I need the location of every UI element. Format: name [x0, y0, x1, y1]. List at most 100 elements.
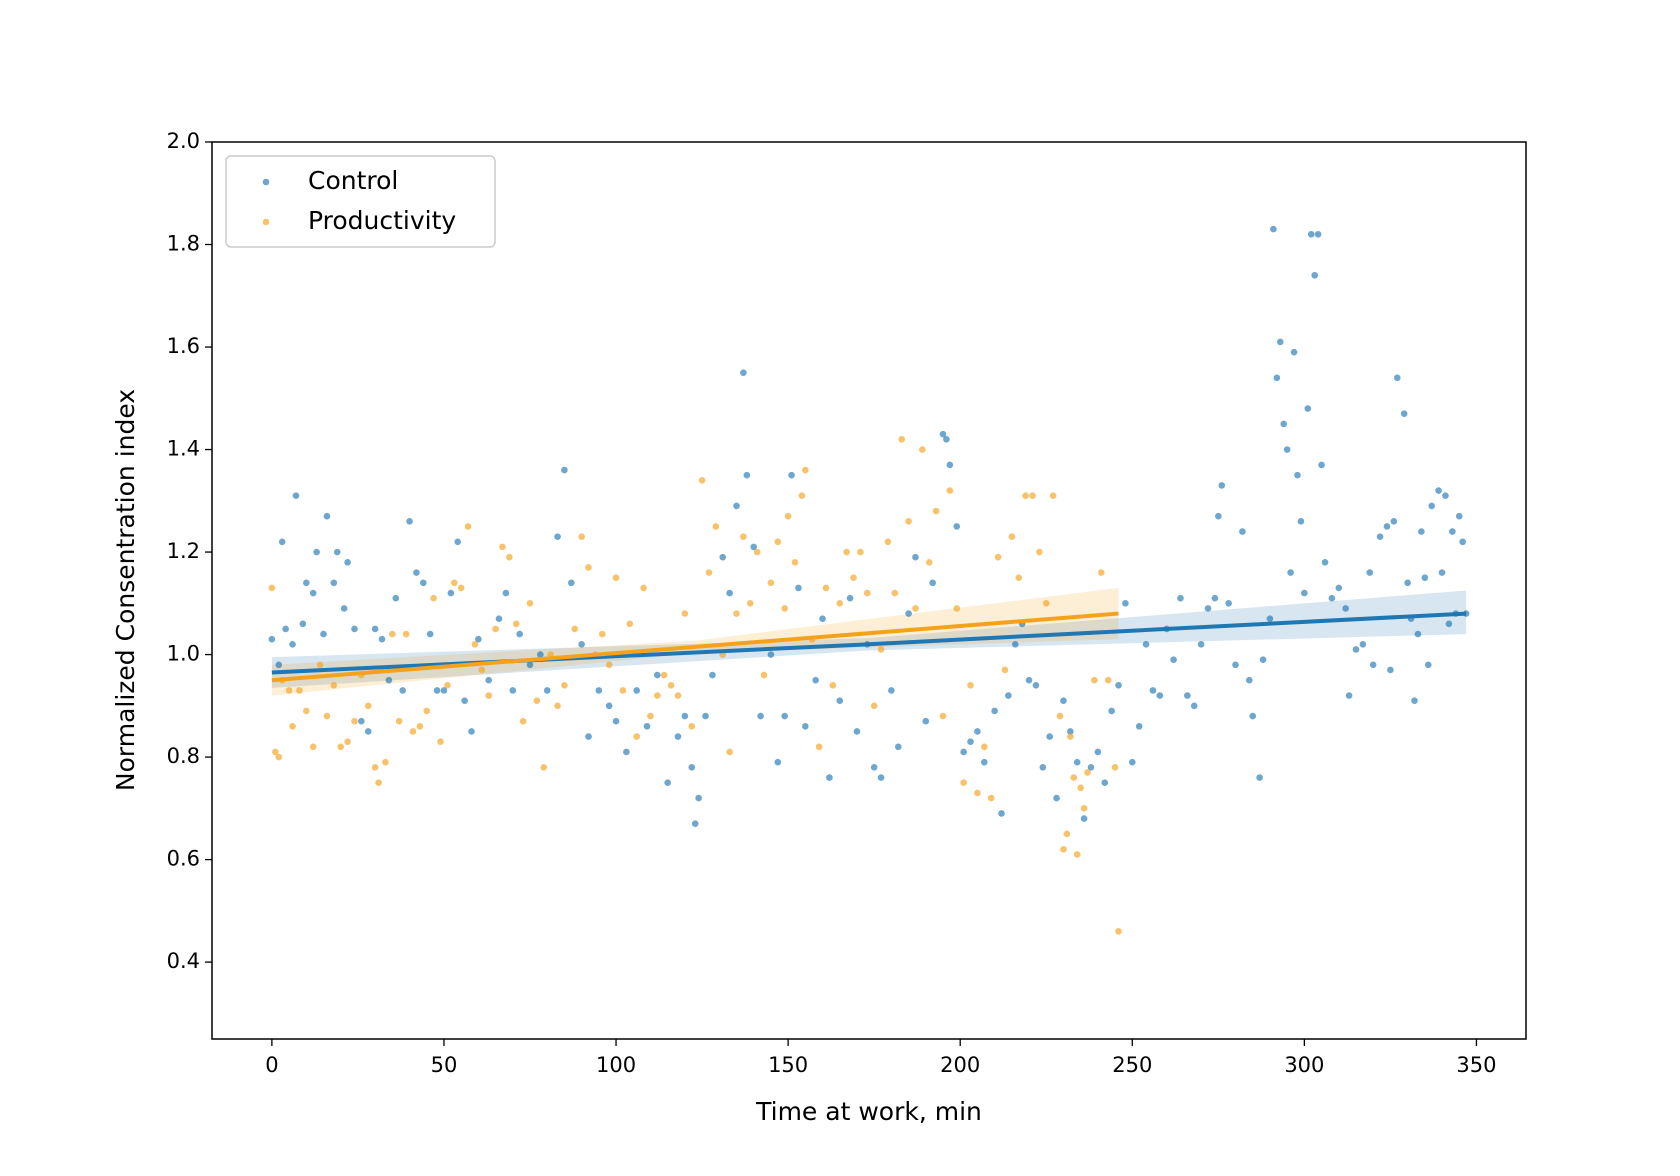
data-point: [1421, 574, 1429, 581]
data-point: [987, 794, 995, 802]
data-point: [774, 758, 782, 766]
data-point: [1311, 271, 1318, 279]
data-point: [626, 620, 634, 628]
data-point: [309, 743, 317, 751]
data-point: [1294, 471, 1301, 479]
data-point: [1245, 676, 1253, 684]
x-axis-label: Time at work, min: [755, 1097, 982, 1126]
x-tick-label: 150: [768, 1053, 808, 1077]
data-point: [946, 487, 954, 494]
data-point: [1393, 374, 1401, 382]
data-point: [850, 574, 857, 581]
data-point: [733, 610, 740, 617]
data-point: [423, 707, 431, 715]
data-point: [726, 748, 733, 756]
data-point: [1387, 666, 1394, 674]
legend-frame: [225, 155, 496, 248]
data-point: [698, 476, 706, 484]
data-point: [1366, 569, 1374, 576]
data-point: [1091, 676, 1098, 684]
data-point: [543, 687, 551, 694]
data-point: [333, 548, 341, 556]
data-point: [1067, 728, 1074, 735]
data-point: [719, 553, 727, 561]
data-point: [554, 702, 561, 710]
data-point: [485, 692, 493, 699]
data-point: [633, 687, 640, 694]
data-point: [1283, 446, 1291, 453]
data-point: [974, 728, 981, 735]
data-point: [1352, 646, 1360, 653]
data-point: [1011, 641, 1019, 648]
data-point: [633, 733, 640, 740]
data-point: [268, 635, 276, 643]
x-tick-label: 250: [1112, 1053, 1152, 1077]
data-point: [289, 641, 296, 648]
data-point: [299, 620, 307, 628]
data-point: [409, 728, 417, 735]
data-point: [568, 579, 575, 587]
data-point: [667, 682, 675, 689]
data-point: [1008, 533, 1016, 540]
data-point: [802, 466, 809, 474]
data-point: [1438, 569, 1446, 576]
data-point: [1342, 605, 1349, 612]
data-point: [888, 687, 895, 694]
data-point: [1029, 492, 1036, 499]
data-point: [533, 697, 541, 705]
data-point: [437, 738, 444, 746]
data-point: [1445, 620, 1453, 628]
data-point: [1104, 676, 1112, 684]
y-tick-label: 1.4: [167, 437, 200, 461]
data-point: [509, 687, 517, 694]
data-point: [1321, 559, 1329, 566]
data-point: [1094, 748, 1102, 756]
data-point: [1087, 764, 1095, 771]
data-point: [612, 717, 620, 725]
data-point: [819, 615, 826, 622]
data-point: [1328, 594, 1336, 602]
data-point: [516, 630, 523, 638]
data-point: [330, 579, 338, 587]
y-axis-label: Normalized Consentration index: [111, 389, 140, 791]
data-point: [1359, 641, 1367, 648]
data-point: [1266, 615, 1274, 622]
data-point: [351, 717, 358, 725]
data-point: [774, 538, 782, 546]
data-point: [884, 538, 892, 546]
data-point: [898, 435, 905, 443]
data-point: [1424, 661, 1432, 669]
data-point: [1060, 697, 1067, 705]
data-point: [1376, 533, 1384, 540]
data-point: [946, 461, 954, 469]
data-point: [623, 748, 630, 756]
data-point: [323, 712, 331, 720]
data-point: [746, 600, 754, 607]
data-point: [767, 579, 775, 587]
data-point: [1122, 600, 1129, 607]
data-point: [905, 610, 912, 617]
data-point: [1383, 523, 1391, 530]
data-point: [1015, 574, 1023, 581]
data-point: [640, 584, 647, 592]
data-point: [506, 553, 513, 561]
data-point: [1290, 348, 1298, 356]
data-point: [595, 687, 603, 694]
data-point: [395, 717, 403, 725]
data-point: [939, 430, 947, 438]
data-point: [1369, 661, 1377, 669]
data-point: [302, 707, 310, 715]
data-point: [1428, 502, 1436, 510]
data-point: [1046, 733, 1053, 740]
y-tick-label: 1.8: [167, 232, 200, 256]
data-point: [654, 671, 661, 679]
data-point: [836, 697, 844, 705]
data-point: [1080, 815, 1088, 822]
x-tick-label: 100: [596, 1053, 636, 1077]
data-point: [371, 625, 379, 633]
data-point: [1211, 594, 1219, 602]
data-point: [320, 630, 327, 638]
data-point: [495, 615, 503, 622]
data-point: [912, 553, 919, 561]
y-tick-label: 1.2: [167, 539, 200, 563]
